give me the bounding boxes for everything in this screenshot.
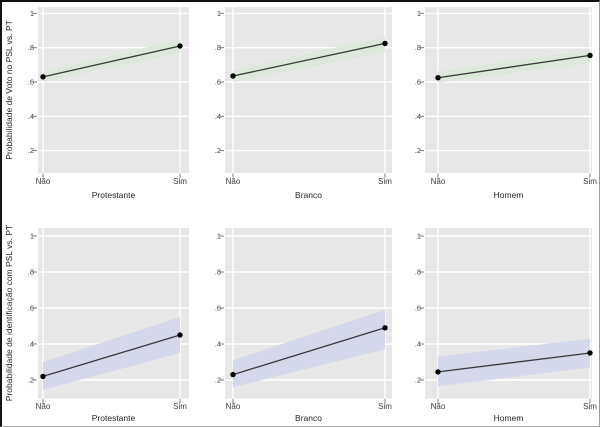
x-tick-label: Não: [431, 402, 446, 411]
y-tick-label: 1: [217, 9, 221, 18]
y-tick-label: 1: [30, 232, 34, 241]
data-point-nao: [435, 369, 441, 375]
confidence-band: [233, 309, 385, 388]
y-tick-label: .8: [215, 43, 221, 52]
y-tick-label: .4: [215, 340, 221, 349]
data-point-nao: [40, 74, 46, 80]
trend-line: [437, 352, 591, 373]
y-tick-label: .6: [215, 304, 221, 313]
y-tick-label: .2: [215, 376, 221, 385]
y-tick-label: .6: [28, 304, 34, 313]
x-axis-title: Protestante: [92, 190, 136, 200]
plot-area: [425, 7, 592, 173]
y-tick-label: 1: [30, 9, 34, 18]
data-point-sim: [382, 325, 388, 331]
y-tick-label: .8: [415, 268, 421, 277]
y-tick-label: .4: [415, 340, 421, 349]
panel-protestante-voto: 1 .8 .6 .4 .2 Não Sim Protestante: [28, 7, 189, 200]
x-tick-label: Sim: [378, 177, 392, 186]
plot-area: [38, 7, 189, 173]
y-tick-label: .6: [28, 78, 34, 87]
y-tick-label: .6: [215, 78, 221, 87]
y-tick-label: .4: [415, 112, 421, 121]
x-tick-label: Não: [226, 402, 241, 411]
panel-homem-voto: 1 .8 .6 .4 .2 Não Sim Homem: [415, 7, 597, 200]
x-tick-label: Sim: [378, 402, 392, 411]
panel-protestante-identificacao: 1 .8 .6 .4 .2 Não Sim Protestante: [28, 228, 189, 423]
y-tick-label: .4: [215, 112, 221, 121]
trend-line: [437, 54, 591, 79]
data-point-sim: [382, 40, 388, 47]
x-axis-title: Branco: [295, 413, 322, 423]
x-tick-label: Não: [226, 177, 241, 186]
y-tick-label: .8: [28, 268, 34, 277]
data-point-nao: [230, 73, 236, 79]
data-point-sim: [177, 43, 183, 49]
y-tick-label: .2: [28, 146, 34, 155]
x-tick-label: Não: [431, 177, 446, 186]
trend-line: [42, 45, 181, 78]
confidence-band: [43, 39, 180, 82]
panel-branco-identificacao: 1 .8 .6 .4 .2 Não Sim Branco: [215, 228, 392, 423]
y-tick-label: .2: [28, 376, 34, 385]
y-tick-label: 1: [417, 232, 421, 241]
y-tick-label: .8: [415, 43, 421, 52]
y-tick-label: .4: [28, 112, 34, 121]
x-tick-label: Não: [36, 177, 51, 186]
data-point-nao: [435, 75, 441, 81]
trend-line: [232, 42, 386, 77]
confidence-band: [43, 317, 180, 390]
y-tick-label: 1: [217, 232, 221, 241]
trend-line: [232, 327, 386, 376]
data-point-sim: [587, 350, 593, 356]
y-tick-label: .4: [28, 340, 34, 349]
y-tick-label: .6: [415, 78, 421, 87]
x-axis-title: Protestante: [92, 413, 136, 423]
trend-line: [42, 334, 181, 378]
data-point-sim: [587, 52, 593, 59]
y-tick-label: 1: [417, 9, 421, 18]
y-tick-label: .8: [28, 43, 34, 52]
x-tick-label: Sim: [173, 402, 187, 411]
plot-area: [225, 7, 392, 173]
panel-branco-voto: 1 .8 .6 .4 .2 Não Sim Branco: [215, 7, 392, 200]
y-tick-label: .8: [215, 268, 221, 277]
data-point-sim: [177, 332, 183, 338]
x-axis-title: Homem: [494, 413, 524, 423]
x-axis-title: Branco: [295, 190, 322, 200]
x-tick-label: Sim: [583, 177, 597, 186]
x-tick-label: Não: [36, 402, 51, 411]
x-axis-title: Homem: [494, 190, 524, 200]
x-tick-label: Sim: [173, 177, 187, 186]
y-tick-label: .2: [415, 146, 421, 155]
x-tick-label: Sim: [583, 402, 597, 411]
panel-homem-identificacao: 1 .8 .6 .4 .2 Não Sim Homem: [415, 228, 597, 423]
y-tick-label: .6: [415, 304, 421, 313]
data-point-nao: [230, 371, 236, 378]
y-tick-label: .2: [215, 146, 221, 155]
y-tick-label: .2: [415, 376, 421, 385]
data-point-nao: [40, 373, 46, 380]
